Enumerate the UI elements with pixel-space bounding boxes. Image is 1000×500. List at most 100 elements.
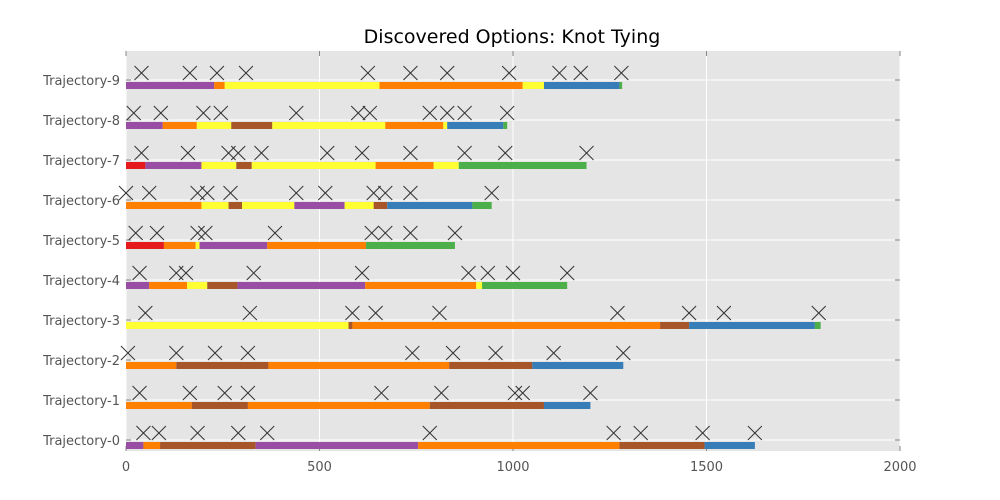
boundary-marker xyxy=(716,305,732,321)
boundary-marker xyxy=(132,265,147,281)
x-axis-tick-labels: 0 500 1000 1500 2000 xyxy=(122,460,917,475)
boundary-marker xyxy=(238,65,254,81)
boundary-marker xyxy=(368,305,383,321)
option-segment xyxy=(237,282,366,289)
boundary-marker xyxy=(354,265,370,281)
option-segment xyxy=(385,122,444,129)
boundary-marker xyxy=(217,385,233,401)
boundary-marker xyxy=(614,65,629,81)
option-segment xyxy=(704,442,755,449)
option-segment xyxy=(176,362,269,369)
option-segment xyxy=(365,282,477,289)
y-axis-tick-labels: Trajectory-0 Trajectory-1 Trajectory-2 Traj… xyxy=(42,74,120,449)
option-segment xyxy=(228,202,243,209)
boundary-marker xyxy=(403,225,418,241)
trajectory-label: Trajectory-1 xyxy=(42,394,120,409)
option-segment xyxy=(476,282,483,289)
boundary-marker xyxy=(182,65,198,81)
chart-title: Discovered Options: Knot Tying xyxy=(364,26,661,48)
option-segment xyxy=(352,322,661,329)
boundary-marker xyxy=(583,385,598,401)
trajectory-label: Trajectory-2 xyxy=(42,354,120,369)
boundary-marker xyxy=(633,425,649,441)
boundary-marker xyxy=(230,145,246,161)
boundary-marker xyxy=(134,65,149,81)
boundary-marker xyxy=(230,425,246,441)
boundary-marker xyxy=(422,425,438,441)
x-tick-label: 0 xyxy=(122,460,130,475)
option-segment xyxy=(126,282,150,289)
boundary-marker xyxy=(149,225,165,241)
boundary-marker xyxy=(362,105,378,121)
boundary-marker xyxy=(366,185,382,201)
option-segment xyxy=(195,242,200,249)
boundary-marker xyxy=(120,345,136,361)
option-segment xyxy=(433,162,459,169)
option-segment xyxy=(224,82,380,89)
option-segment xyxy=(272,122,386,129)
trajectory-label: Trajectory-4 xyxy=(42,274,120,289)
boundary-marker xyxy=(681,305,697,321)
option-segment xyxy=(543,402,591,409)
boundary-marker xyxy=(196,105,211,121)
option-segment xyxy=(196,122,232,129)
boundary-marker xyxy=(374,385,389,401)
boundary-marker xyxy=(190,425,205,441)
boundary-marker xyxy=(377,225,393,241)
boundary-marker xyxy=(439,105,455,121)
option-segment xyxy=(191,402,248,409)
boundary-marker xyxy=(118,185,134,201)
trajectory-label: Trajectory-5 xyxy=(42,234,120,249)
option-segment xyxy=(387,202,473,209)
boundary-marker xyxy=(695,425,710,441)
boundary-marker xyxy=(610,305,625,321)
boundary-marker xyxy=(606,425,621,441)
boundary-marker xyxy=(559,265,575,281)
option-segment xyxy=(126,202,202,209)
option-segment xyxy=(348,322,353,329)
trajectory-label: Trajectory-9 xyxy=(42,74,120,89)
option-segment xyxy=(379,82,523,89)
boundary-marker xyxy=(288,105,304,121)
option-segment xyxy=(449,362,533,369)
option-segment xyxy=(375,162,434,169)
boundary-marker xyxy=(207,345,223,361)
boundary-marker xyxy=(457,145,472,161)
boundary-marker xyxy=(136,425,151,441)
boundary-marker xyxy=(240,385,256,401)
option-segment xyxy=(163,242,196,249)
option-segment xyxy=(458,162,587,169)
boundary-marker xyxy=(267,225,283,241)
boundary-marker xyxy=(151,425,167,441)
option-segment xyxy=(443,122,448,129)
option-segment xyxy=(126,82,215,89)
option-boundary-markers xyxy=(118,65,827,441)
boundary-marker xyxy=(457,105,472,121)
option-segment xyxy=(814,322,821,329)
option-segment xyxy=(268,362,450,369)
option-segment xyxy=(126,162,146,169)
boundary-marker xyxy=(499,105,515,121)
option-segment xyxy=(294,202,345,209)
option-segment xyxy=(126,402,192,409)
boundary-marker xyxy=(178,265,194,281)
boundary-marker xyxy=(240,345,256,361)
boundary-marker xyxy=(447,225,463,241)
boundary-marker xyxy=(242,305,258,321)
trajectory-label: Trajectory-3 xyxy=(42,314,120,329)
boundary-marker xyxy=(461,265,476,281)
option-segment xyxy=(201,162,237,169)
axis-ticks xyxy=(125,51,901,451)
boundary-marker xyxy=(223,185,238,201)
option-segment xyxy=(660,322,690,329)
boundary-marker xyxy=(153,105,169,121)
option-segment xyxy=(160,442,256,449)
x-tick-label: 2000 xyxy=(883,460,916,475)
trajectory-label: Trajectory-0 xyxy=(42,434,120,449)
boundary-marker xyxy=(132,385,147,401)
option-segment xyxy=(201,202,229,209)
option-segment xyxy=(418,442,620,449)
option-segment xyxy=(236,162,252,169)
option-segment xyxy=(522,82,544,89)
